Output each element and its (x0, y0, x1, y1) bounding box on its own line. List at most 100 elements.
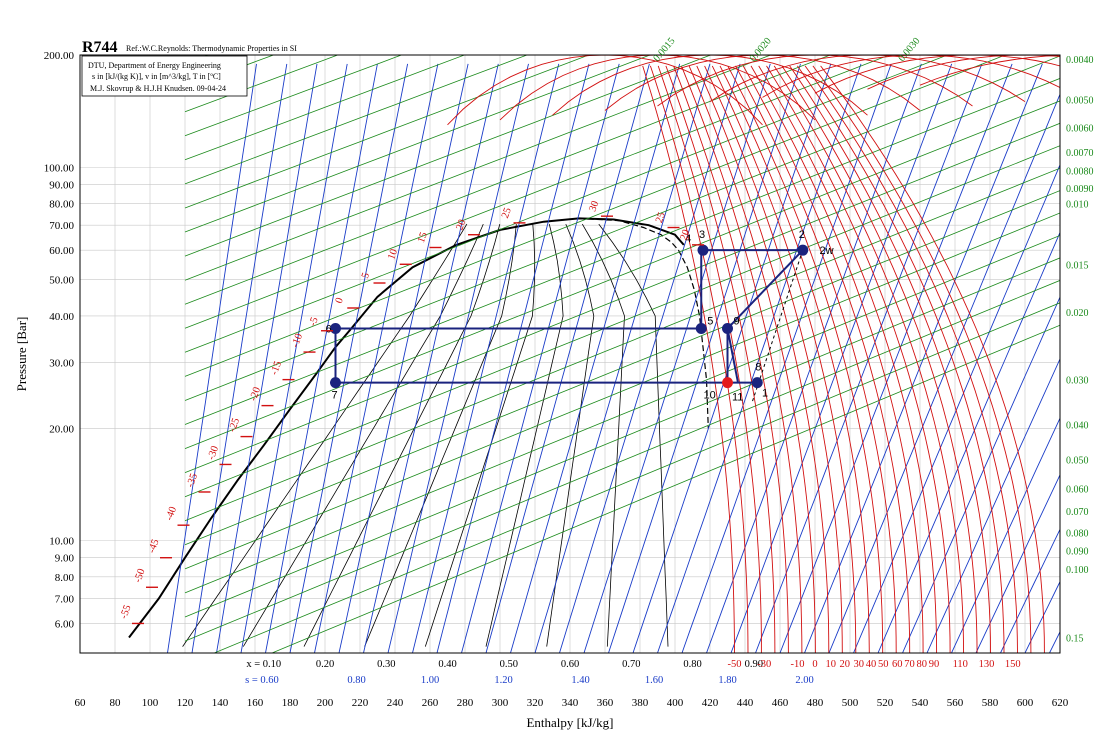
x-tick-label: 200 (317, 697, 334, 709)
quality-line (424, 224, 536, 647)
saturation-temperature-label: 5 (360, 271, 372, 280)
chart-reference: Ref.:W.C.Reynolds: Thermodynamic Propert… (126, 44, 297, 53)
x-tick-label: 400 (667, 697, 684, 709)
isotherm-line (719, 65, 870, 653)
saturation-temperature-label: 25 (500, 206, 514, 220)
isotherm-line (552, 55, 868, 116)
x-tick-label: 420 (702, 697, 719, 709)
volume-label: 0.040 (1066, 420, 1089, 431)
saturation-temperature-label: -15 (269, 360, 284, 377)
entropy-label: 1.00 (421, 675, 439, 686)
volume-label: 0.0070 (1066, 148, 1094, 159)
x-tick-label: 100 (142, 697, 159, 709)
quality-line (598, 223, 669, 647)
volume-label: 0.050 (1066, 455, 1089, 466)
cycle-segment (726, 328, 739, 383)
saturation-temperature-label: -25 (227, 417, 242, 434)
volume-label: 0.0080 (1066, 167, 1094, 178)
isentrope-line (951, 417, 1060, 653)
isentrope-line (363, 63, 499, 653)
saturation-temperature-label: -30 (206, 445, 221, 462)
isotherm-line (735, 65, 897, 653)
isentrope-line (461, 63, 620, 653)
isentrope-line (265, 63, 378, 653)
temperature-label: 150 (1005, 659, 1021, 670)
chart-title: R744 (82, 39, 118, 56)
volume-label: 0.15 (1066, 634, 1084, 645)
volume-label: 0.090 (1066, 547, 1089, 558)
isentrope-line (779, 63, 1013, 653)
quality-line (581, 223, 625, 647)
temperature-label: 0 (812, 659, 817, 670)
saturation-temperature-label: 30 (587, 200, 601, 214)
y-tick-label: 6.00 (55, 618, 75, 630)
x-tick-label: 480 (807, 697, 824, 709)
volume-label: 0.010 (1066, 200, 1089, 211)
isotherm-line (688, 65, 816, 653)
isotherm-line (680, 65, 803, 653)
isochore-line (184, 235, 1060, 594)
y-tick-label: 40.00 (49, 311, 74, 323)
isotherm-line (789, 65, 991, 653)
y-axis-title: Pressure [Bar] (14, 317, 29, 392)
temperature-label: 10 (826, 659, 837, 670)
x-tick-label: 220 (352, 697, 369, 709)
entropy-label: s = 0.60 (245, 675, 279, 686)
volume-label: 0.080 (1066, 529, 1089, 540)
x-tick-label: 360 (597, 697, 614, 709)
entropy-label: 0.80 (347, 675, 365, 686)
isentrope-line (412, 63, 560, 653)
saturation-temperature-label: -55 (118, 604, 133, 621)
saturated-vapor-line (578, 217, 709, 429)
isotherm-line (657, 55, 973, 107)
temperature-label: 80 (917, 659, 928, 670)
x-tick-label: 460 (772, 697, 789, 709)
isochore-line (184, 55, 1060, 401)
isotherm-line (696, 65, 830, 653)
isochore-line (184, 145, 1060, 498)
quality-line (485, 224, 564, 647)
cycle-point-label: 8 (755, 362, 761, 374)
x-tick-label: 380 (632, 697, 649, 709)
isentrope-line (216, 63, 318, 653)
isentrope-line (804, 63, 1043, 653)
info-line-1: DTU, Department of Energy Engineering (88, 61, 221, 70)
temperature-label: 50 (878, 659, 889, 670)
saturation-temperature-label: 20 (454, 218, 468, 232)
quality-label: 0.80 (683, 659, 701, 670)
cycle-point-label: 7 (332, 390, 338, 402)
isotherm-line (447, 55, 763, 126)
saturation-temperature-label: -5 (307, 316, 320, 328)
cycle-point (722, 323, 733, 335)
quality-label: x = 0.10 (246, 659, 281, 670)
isotherm-line (867, 55, 1060, 90)
cycle-point (751, 377, 763, 389)
saturation-temperature-label: 25 (654, 211, 668, 225)
temperature-label: 40 (866, 659, 877, 670)
cycle-point-label: 2w (820, 245, 834, 257)
x-tick-label: 240 (387, 697, 404, 709)
isentrope-line (485, 63, 650, 653)
y-tick-label: 10.00 (49, 536, 74, 548)
temperature-label: -30 (757, 659, 771, 670)
cycle-point-label: 11 (732, 392, 743, 404)
volume-label: 0.015 (1066, 260, 1089, 271)
isentrope-line (877, 231, 1060, 653)
y-tick-label: 9.00 (55, 553, 75, 565)
x-tick-label: 60 (75, 697, 87, 709)
isotherm-line (804, 65, 1018, 653)
isentrope-line (534, 63, 711, 653)
isentrope-line (191, 63, 288, 653)
isotherm-line (665, 65, 776, 653)
isentrope-line (853, 163, 1060, 653)
cycle-point-label: 5 (707, 316, 713, 328)
quality-label: 0.30 (377, 659, 395, 670)
compression-dotted (751, 250, 804, 403)
temperature-label: 20 (840, 659, 851, 670)
cycle-point-label: 4 (685, 233, 691, 245)
volume-label: 0.070 (1066, 507, 1089, 518)
isotherm-line (773, 65, 965, 653)
quality-label: 0.50 (500, 659, 518, 670)
saturation-temperature-label: 20 (678, 228, 692, 242)
x-tick-label: 140 (212, 697, 229, 709)
